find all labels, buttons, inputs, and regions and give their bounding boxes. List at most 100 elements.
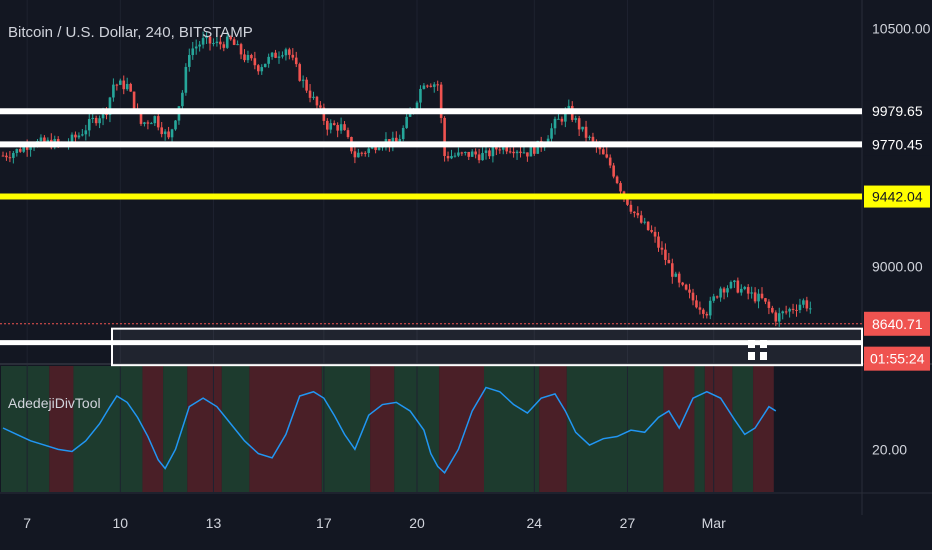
candle-down bbox=[764, 298, 767, 302]
level-lines-layer[interactable] bbox=[0, 108, 862, 360]
candle-up bbox=[481, 152, 484, 161]
candle-down bbox=[746, 287, 750, 294]
candle-down bbox=[653, 231, 657, 237]
indicator-line bbox=[2, 386, 777, 474]
indicator-band-red bbox=[753, 366, 774, 492]
candle-down bbox=[219, 41, 222, 45]
candle-down bbox=[232, 39, 236, 45]
candle-down bbox=[695, 300, 698, 308]
indicator-tick-label: 20.00 bbox=[872, 441, 907, 457]
candle-down bbox=[426, 85, 429, 87]
candle-up bbox=[515, 151, 519, 154]
candle-down bbox=[577, 118, 581, 130]
indicator-band-red bbox=[370, 366, 395, 492]
candle-up bbox=[588, 136, 591, 138]
candle-up bbox=[188, 55, 191, 67]
candle-up bbox=[215, 41, 219, 44]
indicator-band-layer bbox=[1, 366, 774, 492]
candle-down bbox=[498, 149, 502, 151]
candle-up bbox=[501, 145, 505, 150]
candle-up bbox=[788, 308, 791, 312]
candle-up bbox=[12, 153, 15, 158]
candle-up bbox=[405, 116, 408, 128]
candle-up bbox=[170, 129, 174, 138]
candle-layer bbox=[1, 31, 812, 327]
candle-up bbox=[260, 67, 264, 72]
candle-down bbox=[395, 137, 398, 144]
candle-down bbox=[460, 152, 464, 154]
candle-down bbox=[698, 307, 702, 310]
candle-up bbox=[432, 84, 436, 87]
candle-down bbox=[667, 259, 671, 264]
candle-up bbox=[574, 118, 577, 120]
candle-down bbox=[681, 282, 684, 285]
candle-down bbox=[326, 120, 329, 130]
candle-down bbox=[660, 247, 664, 250]
candle-up bbox=[87, 119, 91, 131]
candle-down bbox=[705, 313, 709, 316]
candle-up bbox=[470, 151, 474, 157]
candle-down bbox=[294, 57, 298, 65]
candle-up bbox=[198, 44, 201, 47]
time-tick-label: 24 bbox=[527, 515, 543, 531]
candle-up bbox=[46, 139, 50, 143]
candle-down bbox=[160, 127, 163, 135]
candle-up bbox=[401, 127, 405, 140]
candle-down bbox=[253, 58, 257, 66]
candle-down bbox=[784, 311, 788, 313]
indicator-band-red bbox=[142, 366, 164, 492]
candle-up bbox=[22, 146, 25, 152]
candle-down bbox=[774, 312, 778, 322]
current-price-label-bg bbox=[864, 311, 930, 336]
signal-marker bbox=[760, 352, 767, 360]
candle-down bbox=[222, 44, 226, 48]
candle-up bbox=[809, 308, 812, 310]
candle-up bbox=[125, 83, 129, 90]
candle-up bbox=[236, 44, 239, 46]
demand-zone-layer[interactable] bbox=[0, 327, 863, 367]
candle-down bbox=[795, 309, 798, 311]
candle-down bbox=[633, 211, 636, 214]
candle-down bbox=[94, 117, 98, 124]
indicator-band-green bbox=[484, 366, 540, 492]
candle-up bbox=[357, 152, 360, 158]
countdown-label: 01:55:24 bbox=[870, 351, 925, 367]
candle-down bbox=[239, 44, 243, 55]
time-tick-label: 17 bbox=[316, 515, 332, 531]
demand-zone-box[interactable] bbox=[111, 327, 863, 367]
candle-down bbox=[605, 154, 609, 158]
candle-down bbox=[132, 91, 136, 110]
candle-up bbox=[564, 111, 567, 122]
candle-down bbox=[477, 154, 481, 161]
time-tick-label: Mar bbox=[702, 515, 726, 531]
candle-up bbox=[270, 52, 274, 57]
candle-down bbox=[619, 183, 622, 192]
candle-down bbox=[439, 84, 443, 118]
candle-down bbox=[308, 90, 312, 98]
candle-down bbox=[639, 215, 643, 223]
candle-down bbox=[512, 151, 515, 154]
indicator-band-red bbox=[249, 366, 322, 492]
candle-down bbox=[353, 151, 357, 158]
candle-down bbox=[657, 236, 660, 248]
indicator-name: AdedejiDivTool bbox=[8, 395, 101, 411]
level-price-label: 9442.04 bbox=[872, 189, 923, 205]
candle-down bbox=[474, 151, 477, 155]
candle-down bbox=[1, 155, 5, 157]
time-tick-label: 20 bbox=[409, 515, 425, 531]
candle-down bbox=[495, 146, 498, 150]
candle-up bbox=[743, 287, 747, 289]
candle-up bbox=[98, 118, 101, 124]
candle-up bbox=[377, 147, 381, 151]
candle-up bbox=[757, 293, 760, 302]
candle-down bbox=[43, 137, 46, 143]
candle-down bbox=[598, 146, 602, 150]
candle-up bbox=[84, 130, 88, 135]
candle-up bbox=[153, 116, 157, 124]
indicator-band-green bbox=[732, 366, 754, 492]
candle-down bbox=[615, 176, 619, 184]
candle-down bbox=[139, 110, 143, 124]
candle-down bbox=[602, 149, 605, 155]
candle-up bbox=[329, 123, 333, 130]
